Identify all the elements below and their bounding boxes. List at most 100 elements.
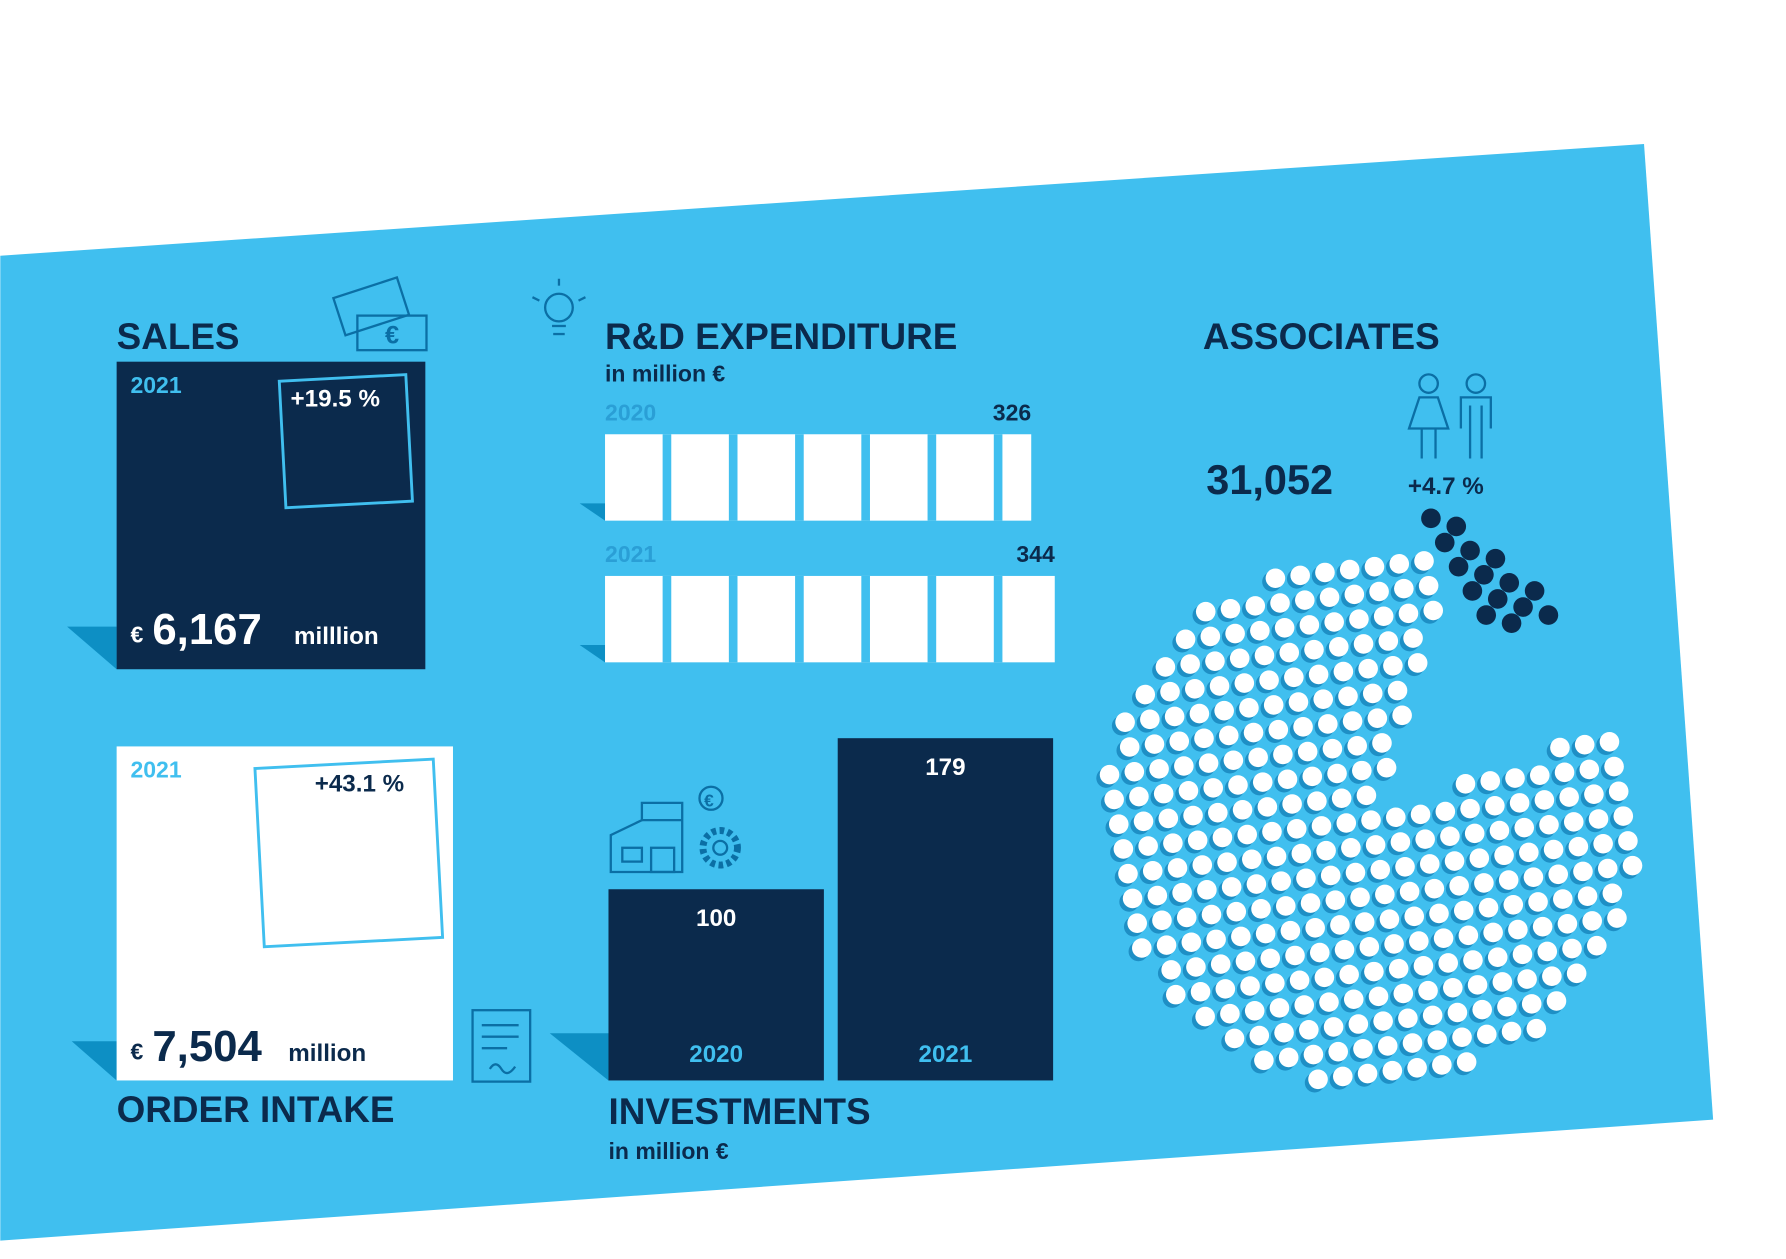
dot: [1467, 975, 1488, 995]
order-value: 7,504: [152, 1022, 262, 1071]
investment-value: 100: [696, 905, 736, 932]
dot: [1138, 836, 1158, 856]
dot: [1185, 679, 1205, 699]
dot: [1113, 839, 1134, 859]
dot: [1523, 867, 1544, 887]
people-icon: [1407, 373, 1492, 459]
dot: [1215, 979, 1236, 999]
dot: [1478, 897, 1499, 918]
dot: [1220, 1003, 1240, 1024]
dot: [1512, 944, 1533, 965]
dot: [1285, 945, 1305, 966]
dot: [1338, 686, 1358, 707]
dot: [1244, 1000, 1265, 1021]
dark-dot: [1460, 540, 1480, 561]
dot: [1140, 709, 1160, 730]
dot: [1228, 775, 1248, 795]
dot: [1296, 868, 1316, 889]
dark-dot: [1513, 597, 1533, 617]
investment-year: 2020: [689, 1041, 743, 1068]
dot: [1189, 703, 1210, 724]
dot: [1265, 973, 1285, 993]
dot: [1160, 681, 1180, 702]
change-frame: [253, 757, 445, 949]
dot: [1214, 700, 1234, 721]
dot: [1217, 852, 1237, 872]
dot: [1311, 816, 1332, 836]
dot: [1539, 814, 1559, 835]
dot: [1277, 769, 1298, 790]
dot: [1361, 810, 1381, 830]
dot: [1449, 876, 1469, 896]
dot: [1433, 928, 1454, 948]
dot: [1608, 781, 1629, 802]
dot: [1144, 734, 1165, 754]
dot: [1225, 623, 1245, 644]
order-box: [116, 746, 453, 1081]
dot: [1432, 1055, 1452, 1075]
shadow: [67, 626, 117, 670]
dot: [1352, 760, 1372, 781]
dot: [1212, 827, 1233, 848]
dot: [1251, 899, 1271, 919]
dark-dot: [1462, 581, 1483, 601]
associates-value: 31,052: [1206, 456, 1333, 503]
dot: [1181, 932, 1202, 953]
dot: [1304, 639, 1324, 660]
dark-dot: [1499, 573, 1520, 593]
dot: [1153, 783, 1174, 804]
dot: [1271, 871, 1291, 891]
dot: [1529, 765, 1550, 786]
dot: [1501, 1021, 1522, 1042]
dot: [1444, 851, 1465, 871]
dot: [1339, 964, 1359, 985]
bar-gap: [993, 575, 1003, 663]
dot: [1257, 797, 1278, 817]
dot: [1395, 856, 1415, 877]
dot: [1198, 753, 1219, 773]
dot: [1613, 806, 1634, 826]
dot: [1365, 835, 1386, 855]
dot: [1344, 584, 1365, 605]
dot: [1336, 813, 1357, 833]
dot: [1297, 741, 1318, 762]
dot: [1447, 1002, 1468, 1023]
dot: [1378, 631, 1399, 651]
dot: [1334, 939, 1355, 960]
dot: [1229, 648, 1250, 669]
dot: [1387, 680, 1408, 701]
dot: [1300, 893, 1321, 913]
rd-value: 326: [993, 399, 1031, 425]
dot: [1443, 977, 1463, 998]
dot: [1469, 848, 1490, 868]
rd-bars: 2020 326 2021 344: [579, 399, 1055, 663]
document-icon: [471, 1009, 532, 1083]
dot: [1343, 989, 1364, 1010]
dot: [1333, 1066, 1353, 1087]
dot: [1508, 919, 1528, 940]
sales-unit: milllion: [294, 623, 379, 650]
dark-dot: [1538, 605, 1559, 625]
dot: [1324, 612, 1344, 632]
dot: [1568, 836, 1589, 857]
dot: [1187, 830, 1208, 851]
dot: [1418, 575, 1439, 596]
dot: [1239, 698, 1259, 718]
lightbulb-icon: [531, 278, 586, 336]
dot: [1498, 870, 1519, 890]
dot: [1419, 854, 1440, 874]
bar-gap: [728, 575, 738, 663]
dot: [1517, 969, 1537, 989]
dot: [1328, 1041, 1348, 1062]
order-currency: €: [130, 1039, 143, 1065]
dot: [1537, 941, 1558, 962]
dot: [1322, 738, 1343, 759]
dot: [1453, 900, 1474, 921]
dot: [1359, 937, 1380, 957]
dot: [1389, 554, 1410, 574]
dot: [1370, 859, 1391, 880]
dot: [1289, 970, 1310, 991]
dot: [1582, 911, 1602, 931]
dot: [1532, 916, 1553, 937]
dot: [1415, 829, 1435, 849]
